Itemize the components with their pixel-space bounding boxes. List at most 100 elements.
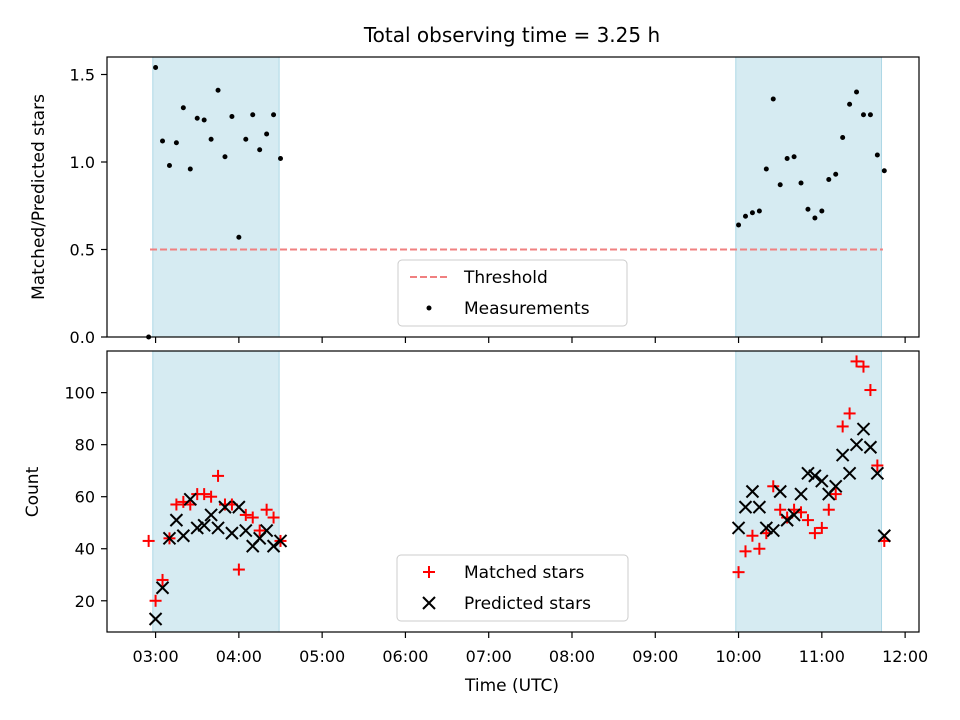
measurement-point [173,140,179,146]
predicted-star-point [183,492,197,507]
top-y-ticks: 0.0 0.5 1.0 1.5 [70,66,107,347]
predicted-star-point [169,513,184,527]
top-legend: Threshold Measurements [397,259,628,327]
measurement-points [146,65,887,340]
measurement-point [271,112,277,118]
predicted-star-point [787,508,801,522]
matched-star-point [246,511,259,524]
legend-predicted-swatch [422,596,436,610]
predicted-star-point [218,500,232,514]
y-tick-label: 1.0 [70,153,95,172]
predicted-star-point [148,612,163,626]
measurement-point [187,166,193,172]
matched-star-point [260,503,273,516]
y-tick-label: 60 [75,488,95,507]
measurement-point [784,156,790,161]
matched-star-point [857,360,870,373]
measurement-point [160,138,166,144]
bottom-legend: Matched stars Predicted stars [396,554,629,622]
measurement-point [756,208,762,214]
bottom-axes-frame [106,350,920,633]
predicted-star-point [745,484,760,499]
measurement-point [798,180,804,186]
predicted-star-point [204,508,218,522]
predicted-star-point [794,487,808,501]
top-legend-box [397,259,628,327]
predicted-star-point [225,526,239,540]
predicted-star-point [731,521,746,535]
measurement-point [777,182,783,188]
bottom-x-ticks: 03:00 04:00 05:00 06:00 07:00 08:00 09:00 10:00… [133,632,928,666]
measurement-point [257,147,263,153]
matched-star-point [871,459,884,472]
predicted-star-point [738,500,753,514]
predicted-star-point [239,523,253,538]
y-tick-label: 20 [75,592,95,611]
predicted-star-point [766,523,780,538]
matched-star-point [850,355,863,368]
matched-star-point [170,498,183,511]
matched-star-point [156,573,169,586]
x-tick-label: 06:00 [382,647,428,666]
matched-star-point [808,527,821,540]
y-tick-label: 80 [75,436,95,455]
matched-star-point [829,488,842,501]
predicted-star-point [808,469,822,483]
matched-star-point [746,529,759,542]
predicted-star-point [190,521,204,535]
legend-matched-swatch [423,566,435,578]
measurement-point [180,105,186,111]
x-tick-label: 08:00 [549,647,595,666]
chart-title: Total observing time = 3.25 h [363,23,660,47]
predicted-star-point [752,500,767,514]
measurement-point [860,112,866,118]
predicted-star-point [842,466,857,480]
matched-star-point [239,508,252,521]
measurement-point [749,210,755,216]
predicted-star-point [801,466,815,480]
measurement-point [215,87,221,93]
matched-star-point [739,545,752,558]
predicted-star-point [835,448,850,462]
matched-star-point [753,542,766,555]
matched-star-point [801,514,814,527]
x-tick-label: 12:00 [882,647,928,666]
measurement-point [791,154,797,160]
legend-threshold-label: Threshold [463,268,548,288]
measurement-point [881,168,887,174]
bottom-observing-windows [152,350,883,633]
measurement-point [153,65,159,70]
predicted-star-point [273,534,288,548]
x-tick-label: 03:00 [133,647,179,666]
predicted-star-point [162,531,177,546]
measurement-point [201,117,207,123]
measurement-point [854,89,860,95]
x-tick-label: 07:00 [466,647,512,666]
matched-star-point [864,384,877,397]
matched-star-point [815,521,828,534]
observing-window-1 [152,56,280,338]
observing-window-2 [735,56,883,338]
measurement-point [874,152,880,158]
measurement-point [833,171,839,177]
predicted-star-point [877,529,892,543]
predicted-star-point [829,479,843,494]
observing-window-1 [152,350,280,633]
measurement-point [229,114,235,119]
measurement-point [819,208,825,214]
predicted-star-point [863,440,878,454]
matched-star-point [212,469,225,482]
measurement-point [805,206,811,212]
matched-star-point [767,480,780,493]
predicted-star-point [211,521,225,535]
measurement-point [243,136,249,142]
matched-star-point [198,488,211,501]
measurement-point [736,222,742,228]
matched-star-point [836,420,849,433]
measurement-point [278,156,284,161]
y-tick-label: 1.5 [70,66,95,85]
matched-star-point [774,503,787,516]
x-tick-label: 09:00 [632,647,678,666]
predicted-star-point [155,581,170,595]
matched-star-point [232,563,245,576]
